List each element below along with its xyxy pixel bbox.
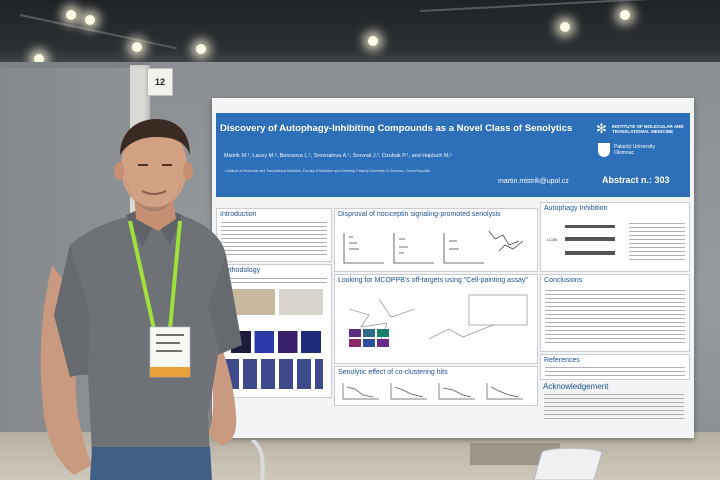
section-body-text [629, 223, 685, 261]
ceiling-light [560, 22, 570, 32]
poster-section-introduction: Introduction [216, 208, 332, 262]
ceiling-light [132, 42, 142, 52]
section-heading: Senolytic effect of co-clustering hits [338, 369, 448, 376]
section-body-text [544, 394, 684, 420]
cell-painting-images [231, 331, 321, 353]
poster-title: Discovery of Autophagy-Inhibiting Compou… [220, 123, 573, 134]
chair [533, 447, 603, 480]
research-poster: Discovery of Autophagy-Inhibiting Compou… [212, 98, 694, 438]
booth-number-sign: 12 [147, 68, 173, 96]
university-shield-icon [598, 143, 610, 157]
section-heading: Disproval of nociceptin signaling-promot… [338, 211, 501, 218]
presenter-person [40, 119, 242, 480]
section-body-text [221, 278, 327, 284]
poster-abstract-number: Abstract n.: 303 [602, 175, 670, 185]
ceiling [0, 0, 720, 70]
poster-email: martin.mistrik@upol.cz [498, 178, 569, 185]
svg-text:LC3B: LC3B [547, 237, 557, 242]
ceiling-light [85, 15, 95, 25]
method-image-strip [225, 359, 323, 389]
western-blot-figure: LC3B [547, 225, 615, 255]
section-heading: Acknowledgement [543, 382, 609, 391]
method-diagram [279, 289, 323, 315]
ceiling-light [368, 36, 378, 46]
institute-name: INSTITUTE OF MOLECULAR AND TRANSLATIONAL… [612, 124, 684, 134]
ceiling-light [34, 54, 44, 64]
clustering-figure [348, 294, 528, 347]
section-heading: References [544, 357, 580, 364]
poster-section-off-targets: Looking for MCOPPB's off-targets using "… [334, 274, 538, 364]
poster-section-disproval: Disproval of nociceptin signaling-promot… [334, 208, 538, 272]
ceiling-light [620, 10, 630, 20]
poster-header: Discovery of Autophagy-Inhibiting Compou… [216, 113, 690, 197]
chair-leg [250, 440, 265, 480]
dose-response-figure [343, 230, 524, 264]
section-heading: Looking for MCOPPB's off-targets using "… [338, 277, 528, 284]
poster-affiliation: ¹ Institute of Molecular and Translation… [224, 169, 431, 173]
poster-section-conclusions: Conclusions [540, 274, 690, 352]
poster-section-autophagy: Autophagy Inhibition LC3B [540, 202, 690, 272]
section-heading: Methodology [220, 267, 261, 274]
ceiling-light [66, 10, 76, 20]
poster-authors: Mistrik M.¹, Lacey M.², Beresova L.¹, Sr… [224, 153, 452, 159]
section-heading: Introduction [220, 211, 257, 218]
poster-section-references: References [540, 354, 690, 380]
institute-logo-icon: ✻ [596, 121, 607, 136]
section-heading: Autophagy Inhibition [544, 205, 608, 212]
section-heading: Conclusions [544, 277, 583, 284]
section-body-text [545, 367, 685, 377]
poster-section-acknowledgement: Acknowledgement [540, 380, 688, 430]
section-body-text [545, 290, 685, 346]
senolytic-plots [342, 383, 523, 400]
university-name: Palacký University Olomouc [614, 144, 655, 156]
section-body-text [221, 222, 327, 258]
floor-mat [470, 443, 560, 465]
ceiling-light [196, 44, 206, 54]
poster-section-senolytic: Senolytic effect of co-clustering hits [334, 366, 538, 406]
